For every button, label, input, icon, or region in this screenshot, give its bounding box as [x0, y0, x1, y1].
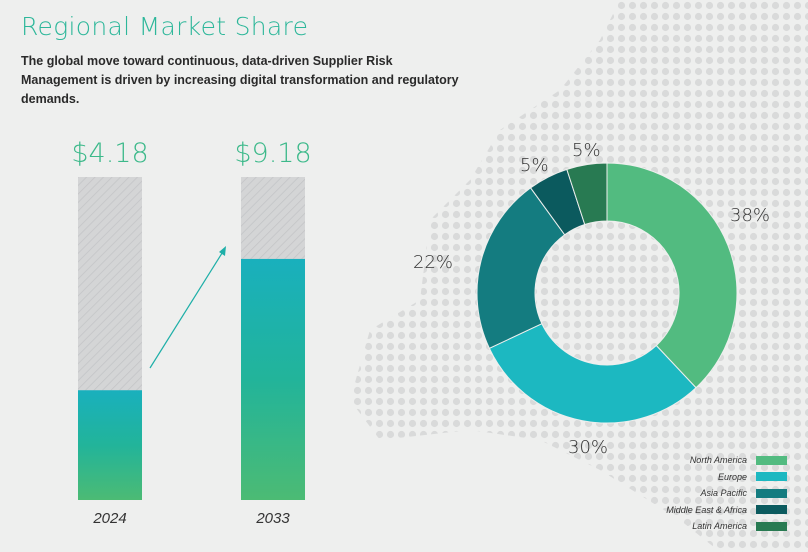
arrow-head — [219, 246, 226, 256]
subtitle: The global move toward continuous, data-… — [21, 54, 459, 106]
slice-percent-label: 22% — [413, 252, 454, 273]
legend-label: Latin America — [692, 521, 747, 532]
slice-percent-label: 30% — [568, 437, 609, 458]
growth-arrow — [149, 249, 225, 369]
legend-swatch — [756, 488, 787, 498]
page-title: Regional Market Share — [21, 12, 309, 41]
legend-item: Asia Pacific — [640, 485, 787, 502]
map-background — [350, 0, 808, 552]
legend-label: Europe — [717, 471, 747, 482]
bar-group — [78, 177, 305, 500]
slice-percent-label: 5% — [520, 155, 549, 176]
donut-slice-north-america — [606, 162, 738, 389]
legend-item: Latin America — [640, 518, 787, 535]
legend-item: North America — [640, 452, 787, 469]
bar-2033 — [241, 258, 305, 500]
slice-percent-label: 38% — [730, 205, 771, 226]
slice-percent-label: 5% — [572, 140, 601, 161]
legend-swatch — [756, 505, 787, 515]
legend-swatch — [756, 521, 787, 531]
legend-item: Middle East & Africa — [640, 502, 787, 519]
donut-slice-latin-america — [566, 162, 608, 226]
legend-swatch — [756, 472, 787, 482]
donut-slice-europe — [488, 322, 697, 424]
legend-item: Europe — [640, 469, 787, 486]
legend-label: Middle East & Africa — [666, 504, 747, 515]
legend-label: North America — [689, 455, 747, 466]
bar-category-label: 2024 — [93, 510, 127, 527]
bar-category-label: 2033 — [256, 510, 290, 527]
legend-label: Asia Pacific — [700, 488, 747, 499]
bar-2024 — [78, 390, 142, 500]
donut-group — [476, 162, 738, 424]
bar-value-label: $9.18 — [234, 138, 312, 169]
legend: North America Europe Asia Pacific Middle Ea… — [640, 452, 787, 535]
bar-value-label: $4.18 — [71, 138, 149, 169]
legend-swatch — [756, 455, 787, 465]
